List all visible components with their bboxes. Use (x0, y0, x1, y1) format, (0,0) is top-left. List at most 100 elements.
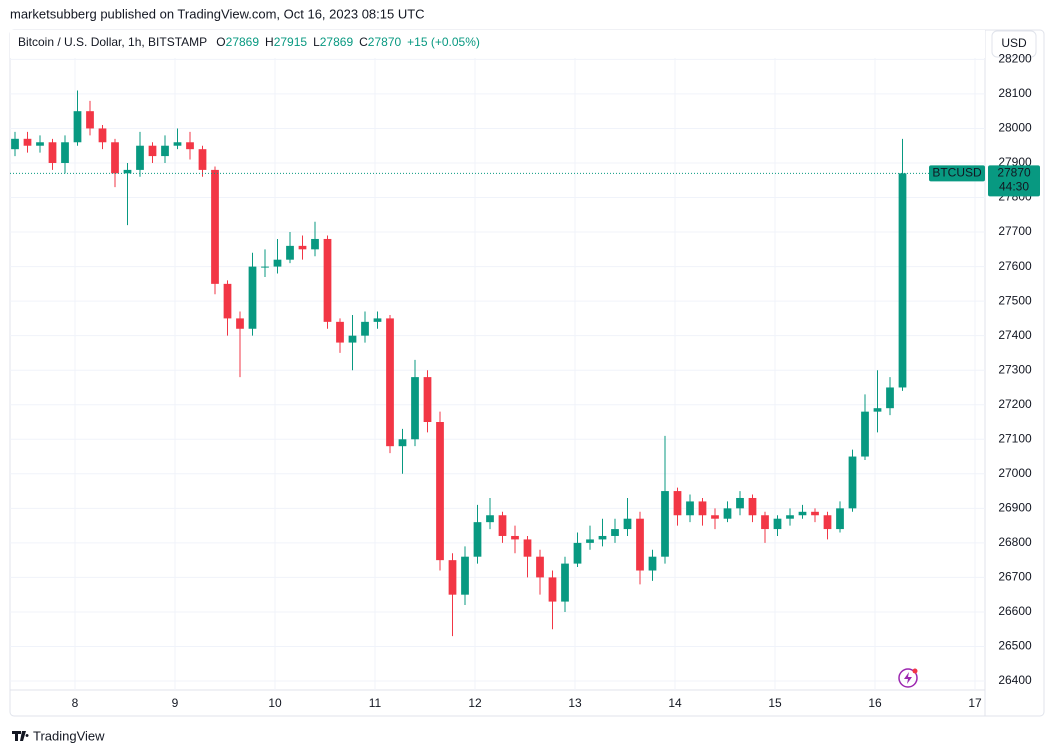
x-tick-label: 9 (172, 696, 179, 710)
news-bolt (904, 672, 912, 684)
currency-button[interactable] (991, 30, 1037, 58)
brand: TradingView (33, 728, 105, 743)
y-tick-label: 27700 (998, 224, 1032, 238)
symbol: Bitcoin / U.S. Dollar, 1h, BITSTAMP (18, 35, 207, 49)
y-tick-label: 28000 (998, 121, 1032, 135)
candle-body (361, 321, 369, 336)
ohlc-label: O (216, 35, 225, 49)
ohlc-label: C (359, 35, 368, 49)
candle-body (386, 318, 394, 447)
x-tick-label: 17 (968, 696, 982, 710)
candle-body (623, 518, 632, 530)
y-tick-label: 26900 (998, 501, 1032, 515)
candle-body (586, 539, 594, 543)
symbol-tag (929, 165, 985, 182)
candle-body (111, 142, 119, 174)
chart-frame (9, 29, 1045, 717)
x-tick-label: 10 (268, 696, 282, 710)
legend: Bitcoin / U.S. Dollar, 1h, BITSTAMP O278… (18, 35, 480, 49)
candle-body (261, 266, 269, 268)
candle-body (548, 577, 557, 602)
candle-body (661, 491, 669, 557)
y-tick-label: 26700 (998, 570, 1032, 584)
legend-background (10, 30, 985, 58)
candle-body (823, 515, 832, 530)
candle-body (211, 169, 219, 284)
candle-body (723, 508, 732, 519)
currency-label[interactable]: USD (1001, 36, 1027, 50)
candle-body (636, 518, 644, 571)
candle-body (711, 515, 719, 519)
candle-body (286, 245, 294, 260)
candle-body (761, 515, 769, 530)
y-tick-label: 27200 (998, 397, 1032, 411)
candle-body (448, 560, 457, 595)
candle-body (486, 515, 494, 523)
y-tick-label: 27300 (998, 362, 1032, 376)
candle-body (36, 142, 44, 146)
news-dot (912, 668, 918, 674)
candle-body (561, 563, 569, 602)
x-tick-label: 8 (72, 696, 79, 710)
candle-body (886, 387, 894, 409)
ohlc-value: 27870 (368, 35, 402, 49)
candle-body (611, 529, 619, 536)
candle-body (673, 491, 682, 516)
candle-body (436, 422, 444, 561)
y-tick-label: 27000 (998, 466, 1032, 480)
candle-body (236, 318, 244, 329)
candle-body (123, 169, 132, 174)
candle-body (136, 145, 144, 170)
x-tick-label: 16 (868, 696, 882, 710)
candle-body (48, 142, 57, 163)
price-tag (988, 165, 1040, 197)
y-tick-label: 26400 (998, 673, 1032, 687)
ohlc-value: 27915 (274, 35, 308, 49)
candle-body (423, 377, 432, 423)
candle-body (186, 142, 194, 150)
news-icon[interactable] (898, 668, 918, 688)
candle-body (373, 318, 382, 322)
candle-body (348, 335, 357, 343)
candle-body (898, 173, 907, 388)
candle-body (461, 556, 469, 595)
candle-body (598, 535, 607, 540)
candle-body (848, 456, 857, 509)
symbol-tag-label: BTCUSD (932, 166, 982, 180)
y-tick-label: 27100 (998, 431, 1032, 445)
candle-body (836, 508, 844, 530)
ohlc-label: L (313, 35, 320, 49)
y-tick-label: 27600 (998, 259, 1032, 273)
ohlc-value: 27869 (226, 35, 260, 49)
price-tag-countdown: 44:30 (999, 180, 1029, 194)
candle-body (411, 377, 419, 440)
candle-body (536, 556, 544, 578)
candle-body (523, 539, 532, 557)
x-tick-label: 13 (568, 696, 582, 710)
published-note: marketsubberg published on TradingView.c… (10, 6, 425, 21)
candle-body (273, 259, 282, 267)
candle-body (148, 145, 157, 157)
candle-body (736, 497, 744, 509)
candle-body (248, 266, 257, 329)
y-tick-label: 26500 (998, 639, 1032, 653)
candle-body (161, 145, 169, 157)
candle-body (298, 245, 307, 250)
x-tick-label: 12 (468, 696, 482, 710)
brand-logo (12, 731, 29, 741)
candle-body (873, 408, 882, 412)
y-tick-label: 28100 (998, 86, 1032, 100)
candle-body (61, 142, 69, 163)
candle-body (686, 501, 694, 516)
candle-body (786, 515, 794, 519)
candle-body (73, 111, 82, 143)
candle-body (648, 556, 657, 571)
candle-body (773, 518, 782, 530)
candle-body (223, 283, 232, 319)
candle-body (798, 511, 807, 516)
y-tick-label: 26800 (998, 535, 1032, 549)
candle-body (336, 321, 344, 343)
y-tick-label: 27500 (998, 293, 1032, 307)
candle-body (198, 149, 207, 170)
